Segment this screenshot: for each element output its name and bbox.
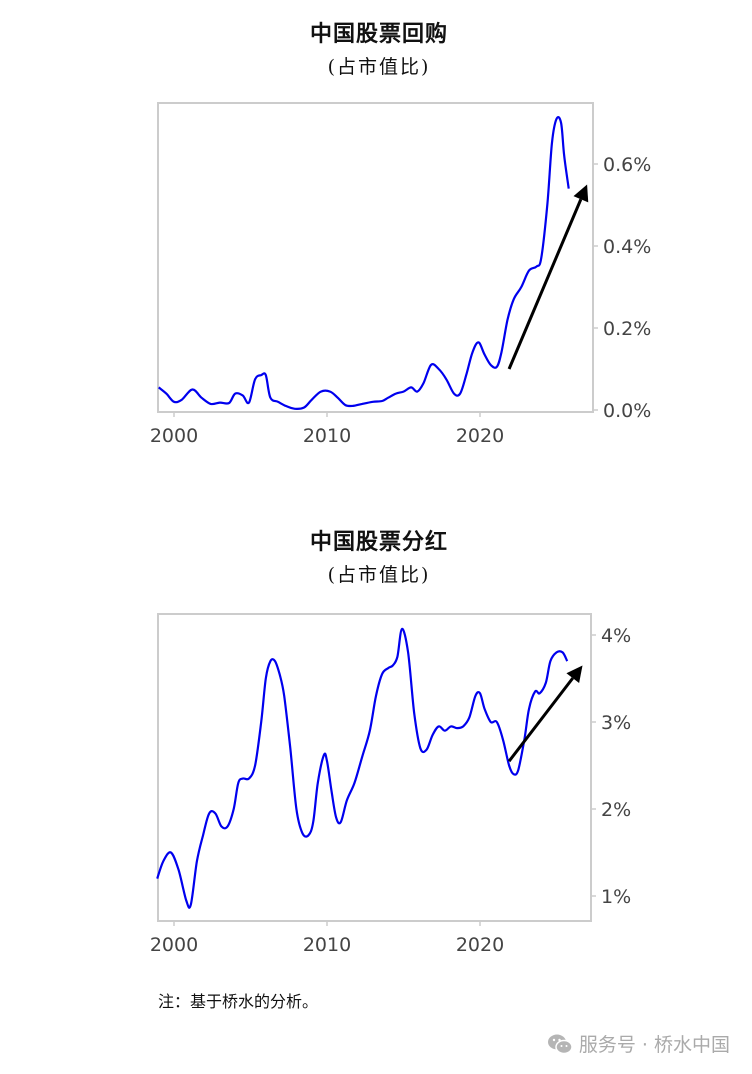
wechat-icon [547,1034,573,1054]
chart-2-title-block: 中国股票分红 (占市值比) [0,524,752,587]
chart-2-subtitle: (占市值比) [327,564,431,586]
axis-ticks: 2000 2010 2020 0.0% 0.2% 0.4% 0.6% [150,154,651,447]
trend-arrow [507,665,583,763]
buyback-line-chart: 2000 2010 2020 0.0% 0.2% 0.4% 0.6% [150,102,651,447]
data-series [156,627,569,909]
line-series [157,115,570,410]
chart-2-title: 中国股票分红 [309,529,448,555]
watermark: 服务号 · 桥水中国 [547,1030,730,1057]
x-tick-label: 2020 [456,934,504,956]
y-tick-label: 2% [601,799,631,821]
footnote: 注：基于桥水的分析。 [158,992,319,1011]
data-series [157,115,570,410]
x-tick-label: 2010 [303,425,351,447]
x-tick-label: 2000 [150,934,198,956]
axis-ticks: 2000 2010 2020 1% 2% 3% 4% [150,625,631,956]
y-tick-label: 0.2% [603,318,651,340]
y-tick-label: 0.4% [603,236,651,258]
plot-frame [157,102,594,413]
y-tick-label: 0.6% [603,154,651,176]
y-tick-label: 0.0% [603,400,651,422]
chart-1-title: 中国股票回购 [309,21,448,47]
watermark-text: 服务号 · 桥水中国 [578,1034,730,1056]
trend-arrow [507,184,589,370]
y-tick-label: 1% [601,886,631,908]
dividend-line-chart: 2000 2010 2020 1% 2% 3% 4% [150,613,631,956]
y-tick-label: 4% [601,625,631,647]
x-tick-label: 2000 [150,425,198,447]
line-series [156,627,569,909]
arrow-head-icon [573,184,589,203]
chart-1-title-block: 中国股票回购 (占市值比) [0,16,752,79]
plot-frame [157,613,592,922]
chart-1-subtitle: (占市值比) [327,56,431,78]
x-tick-label: 2020 [456,425,504,447]
x-tick-label: 2010 [303,934,351,956]
arrow-head-icon [566,665,583,684]
y-tick-label: 3% [601,712,631,734]
